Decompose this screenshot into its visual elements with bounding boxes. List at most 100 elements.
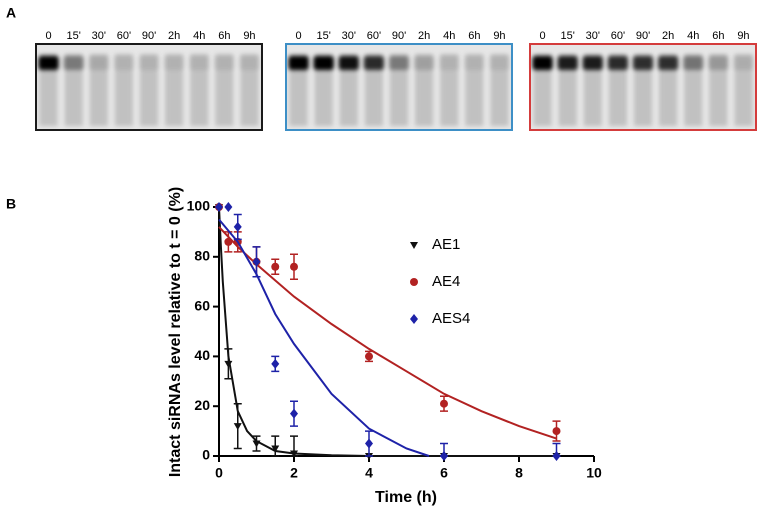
gel-smear <box>659 54 678 126</box>
y-tick-label: 80 <box>194 248 210 264</box>
gel-smear <box>440 54 459 126</box>
x-tick-label: 10 <box>586 465 602 481</box>
lane-label: 0 <box>45 30 51 42</box>
point <box>252 440 261 448</box>
gel-band <box>658 56 679 70</box>
gel-smear <box>558 54 577 126</box>
lane-label: 60' <box>367 30 381 42</box>
lane-label: 60' <box>117 30 131 42</box>
gel-smear <box>64 54 83 126</box>
lane-label: 15' <box>66 30 80 42</box>
point <box>215 202 223 212</box>
lane-label: 4h <box>193 30 205 42</box>
point <box>440 399 448 408</box>
lane-label: 6h <box>218 30 230 42</box>
gel-smear <box>583 54 602 126</box>
gel-band <box>338 56 359 70</box>
legend-marker <box>410 314 418 324</box>
point <box>290 408 298 419</box>
lane-label: 15' <box>560 30 574 42</box>
gel-band <box>733 56 754 70</box>
gel-smear <box>165 54 184 126</box>
panel-label: A <box>6 5 16 21</box>
gel-band <box>164 56 185 70</box>
gel-band <box>582 56 603 70</box>
legend-label: AE4 <box>432 273 460 290</box>
gel-smear <box>140 54 158 126</box>
legend-marker <box>410 278 418 286</box>
gel-band <box>113 56 134 70</box>
gel-smear <box>533 54 552 126</box>
gel-border <box>35 43 263 131</box>
y-tick-label: 0 <box>202 447 210 463</box>
gel-band <box>633 56 653 70</box>
y-tick-label: 40 <box>194 347 210 363</box>
lane-label: 4h <box>443 30 455 42</box>
gel-smear <box>289 54 308 126</box>
gel-band <box>189 56 210 70</box>
fit-curve <box>218 218 430 457</box>
legend-label: AE1 <box>432 236 460 253</box>
gel-band <box>489 56 510 70</box>
gel-smear <box>709 54 728 126</box>
gel-band <box>389 56 409 70</box>
point <box>271 262 280 271</box>
point <box>224 360 233 368</box>
lane-label: 9h <box>737 30 749 42</box>
point <box>252 256 261 267</box>
point <box>224 237 233 246</box>
gel-border <box>285 43 513 131</box>
lane-label: 30' <box>586 30 600 42</box>
lane-label: 30' <box>342 30 356 42</box>
gel-band <box>532 56 553 70</box>
gel-band <box>439 56 460 70</box>
lane-label: 0 <box>295 30 301 42</box>
x-axis-label: Time (h) <box>375 489 437 506</box>
point <box>290 262 298 271</box>
gel-smear <box>89 54 108 126</box>
gel-band <box>708 56 729 70</box>
y-tick-label: 20 <box>194 397 210 413</box>
gel-band <box>239 56 260 70</box>
y-tick-label: 60 <box>194 297 210 313</box>
lane-label: 6h <box>712 30 724 42</box>
gel-border <box>529 43 757 131</box>
gel-smear <box>490 54 509 126</box>
lane-label: 2h <box>418 30 430 42</box>
point <box>271 358 280 369</box>
gel-smear <box>608 54 627 126</box>
point <box>365 352 373 361</box>
gel-band <box>38 56 59 70</box>
gel-smear <box>240 54 259 126</box>
panel-label: B <box>6 196 16 212</box>
gel-smear <box>215 54 234 126</box>
point <box>552 427 561 436</box>
gel-smear <box>684 54 703 126</box>
gel-smear <box>364 54 383 126</box>
gel-band <box>313 56 334 70</box>
gel-band <box>63 56 84 70</box>
x-tick-label: 0 <box>215 465 223 481</box>
gel-smear <box>114 54 133 126</box>
gel-band <box>288 56 309 70</box>
lane-label: 2h <box>662 30 674 42</box>
lane-label: 15' <box>316 30 330 42</box>
gel-smear <box>634 54 652 126</box>
lane-label: 0 <box>539 30 545 42</box>
gel-band <box>683 56 704 70</box>
lane-label: 90' <box>392 30 406 42</box>
lane-label: 4h <box>687 30 699 42</box>
x-tick-label: 8 <box>515 465 523 481</box>
point <box>290 450 298 458</box>
lane-label: 9h <box>243 30 255 42</box>
gel-smear <box>734 54 753 126</box>
lane-label: 9h <box>493 30 505 42</box>
gel-smear <box>465 54 484 126</box>
lane-label: 90' <box>636 30 650 42</box>
point <box>552 451 561 461</box>
gel-smear <box>390 54 408 126</box>
gel-smear <box>415 54 434 126</box>
gel-band <box>557 56 578 70</box>
y-axis-label: Intact siRNAs level relative to t = 0 (%… <box>167 187 184 477</box>
